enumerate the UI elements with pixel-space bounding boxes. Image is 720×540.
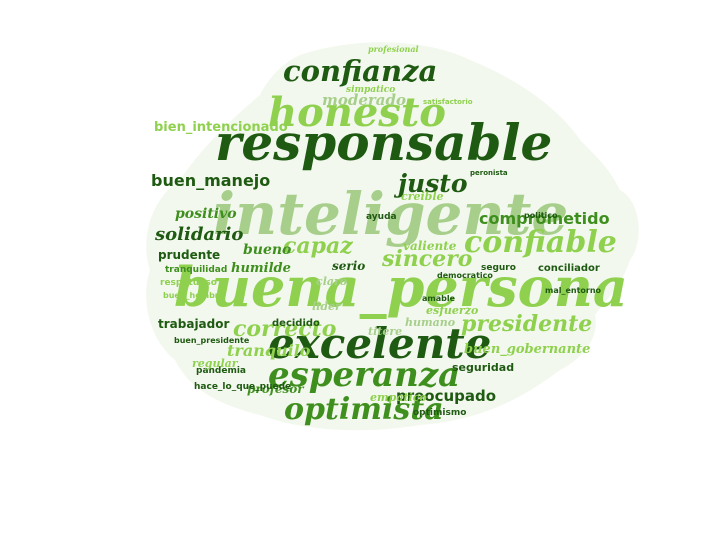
word-amable: amable [422, 294, 456, 303]
word-lider: lider [312, 300, 341, 313]
word-confiable: confiable [464, 225, 617, 260]
word-excelente: excelente [268, 319, 492, 368]
word-prudente: prudente [158, 248, 221, 262]
word-peronista: peronista [470, 169, 508, 177]
word-confianza: confianza [283, 54, 438, 88]
word-comprometido: comprometido [479, 209, 610, 228]
word-conciliador: conciliador [538, 263, 600, 274]
word-esperanza: esperanza [268, 355, 461, 395]
word-buen-gobernante: buen_gobernante [464, 342, 591, 357]
word-buen-hombre: buen_hombre [163, 291, 225, 300]
word-decidido: decidido [272, 318, 320, 329]
word-valiente: valiente [403, 239, 457, 253]
word-hace-lo-que-puede: hace_lo_que_puede [194, 382, 292, 392]
word-bien-intencionado: bien_intencionado [154, 120, 288, 135]
word-esfuerzo: esfuerzo [426, 304, 479, 317]
word-tranquilo: tranquilo [227, 341, 311, 360]
word-inteligente: inteligente [213, 180, 569, 248]
word-preocupado: preocupado [396, 387, 497, 405]
word-satisfactorio: satisfactorio [423, 98, 473, 106]
word-respetuoso: respetuoso [160, 278, 217, 288]
word-profesor: profesor [247, 382, 304, 396]
word-capaz: capaz [283, 233, 353, 259]
word-sincero: sincero [382, 246, 473, 272]
word-presidente: presidente [461, 311, 593, 337]
word-regular: regular [192, 357, 238, 370]
word-responsable: responsable [215, 113, 553, 172]
word-positivo: positivo [175, 206, 237, 222]
word-simpatico: simpatico [346, 85, 396, 95]
word-politico: politico [524, 211, 558, 220]
word-honesto: honesto [268, 89, 446, 136]
word-serio: serio [332, 259, 366, 273]
word-buen-presidente: buen_presidente [174, 336, 250, 345]
word-ayuda: ayuda [366, 212, 397, 222]
word-humano: humano [405, 316, 456, 329]
word-buena-persona: buena_persona [174, 255, 628, 319]
word-profesional: profesional [368, 44, 419, 54]
word-democratico: democratico [437, 271, 493, 280]
word-titere: titere [368, 325, 403, 338]
word-seguro: seguro [481, 263, 516, 273]
word-optimismo: optimismo [413, 408, 467, 418]
word-bueno: bueno [243, 242, 292, 258]
word-moderado: moderado [322, 91, 407, 109]
word-correcto: correcto [233, 316, 337, 342]
word-claro: claro [316, 275, 348, 288]
word-creible: creible [401, 190, 444, 203]
word-humilde: humilde [231, 261, 291, 276]
word-optimista: optimista [284, 392, 444, 427]
word-justo: justo [398, 169, 468, 198]
word-tranquilidad: tranquilidad [165, 265, 228, 275]
word-buen-manejo: buen_manejo [151, 171, 271, 190]
word-solidario: solidario [155, 224, 244, 245]
word-pandemia: pandemia [196, 366, 247, 376]
word-empatico: empatico [370, 391, 427, 404]
word-mal-entorno: mal_entorno [545, 286, 602, 295]
word-seguridad: seguridad [452, 361, 515, 374]
word-trabajador: trabajador [158, 317, 230, 331]
